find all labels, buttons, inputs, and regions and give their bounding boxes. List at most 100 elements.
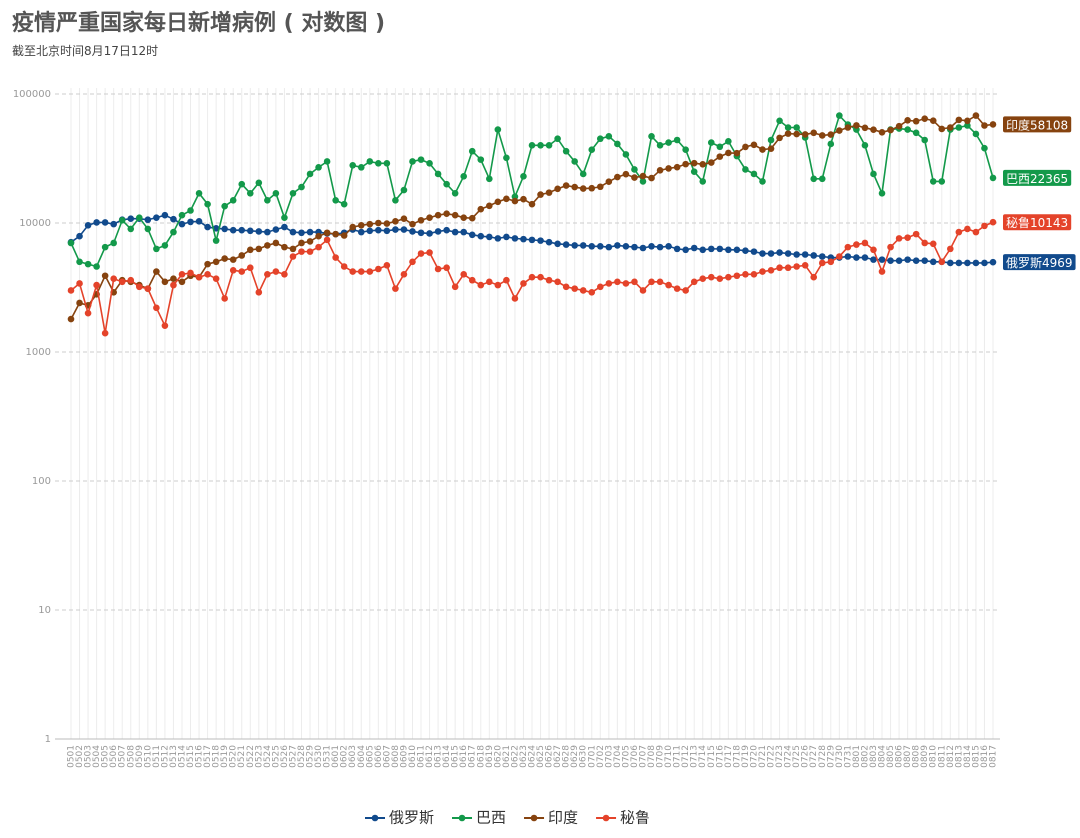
data-point	[298, 248, 305, 255]
data-point	[733, 272, 741, 280]
data-point	[742, 166, 749, 173]
data-point	[827, 131, 835, 138]
data-point	[323, 158, 331, 165]
data-point	[947, 245, 954, 253]
data-point	[912, 117, 920, 125]
data-point	[306, 228, 314, 236]
data-point	[981, 222, 988, 230]
data-point	[255, 179, 263, 187]
data-point	[246, 264, 254, 272]
data-point	[255, 245, 263, 253]
data-point	[742, 143, 749, 151]
x-tick-label: 0601	[331, 745, 341, 768]
data-point	[588, 289, 596, 296]
data-point	[229, 256, 237, 263]
data-point	[443, 210, 450, 218]
data-point	[912, 129, 920, 137]
data-point	[699, 178, 707, 185]
x-tick-label: 0714	[698, 745, 708, 768]
data-point	[528, 200, 536, 208]
data-point	[665, 165, 672, 172]
data-point	[947, 124, 954, 131]
data-point	[375, 219, 382, 227]
data-point	[178, 271, 186, 278]
data-point	[221, 202, 228, 210]
y-tick-label: 100	[32, 476, 51, 487]
data-point	[955, 259, 963, 267]
x-tick-label: 0602	[340, 745, 350, 768]
y-tick-label: 1000	[26, 347, 51, 358]
data-point	[631, 174, 638, 181]
data-point	[434, 211, 442, 219]
data-point	[895, 235, 903, 242]
data-point	[554, 240, 561, 248]
data-point	[989, 174, 997, 182]
x-tick-label: 0718	[732, 745, 742, 768]
x-tick-label: 0812	[946, 745, 956, 768]
data-point	[392, 218, 399, 225]
x-tick-label: 0721	[758, 745, 768, 768]
data-point	[793, 251, 800, 258]
data-point	[306, 170, 314, 178]
data-point	[110, 220, 117, 228]
data-point	[878, 189, 886, 197]
legend-label: 印度	[548, 809, 578, 827]
data-point	[451, 228, 459, 236]
data-point	[520, 280, 527, 287]
data-point	[153, 245, 160, 253]
data-point	[648, 242, 655, 250]
data-point	[596, 283, 604, 291]
data-point	[187, 218, 194, 226]
data-point	[246, 189, 254, 197]
data-point	[596, 183, 604, 191]
x-tick-label: 0516	[195, 745, 205, 768]
data-point	[264, 242, 271, 249]
data-point	[682, 160, 689, 168]
x-tick-label: 0704	[613, 745, 623, 768]
data-point	[400, 215, 408, 222]
x-tick-label: 0729	[826, 745, 836, 768]
x-tick-label: 0702	[596, 745, 606, 768]
data-point	[135, 283, 143, 291]
x-tick-label: 0621	[502, 745, 512, 768]
data-point	[264, 196, 271, 204]
data-point	[861, 124, 869, 132]
data-point	[562, 182, 570, 189]
data-point	[554, 278, 561, 286]
data-point	[929, 178, 937, 185]
end-label-box	[1003, 254, 1076, 271]
x-tick-label: 0624	[528, 745, 538, 768]
data-point	[579, 185, 587, 192]
data-point	[272, 268, 280, 275]
data-point	[229, 196, 237, 204]
data-point	[844, 243, 852, 251]
end-label: 巴西22365	[1003, 169, 1072, 186]
data-point	[622, 280, 630, 287]
data-point	[631, 278, 638, 286]
data-point	[605, 178, 613, 186]
data-point	[537, 273, 544, 281]
y-tick-label: 10000	[19, 218, 51, 229]
data-point	[656, 278, 664, 286]
data-point	[161, 278, 169, 286]
data-point	[853, 122, 860, 129]
data-point	[554, 185, 561, 193]
end-label-value: 4969	[1042, 256, 1073, 270]
data-point	[579, 170, 587, 178]
data-point	[981, 144, 988, 152]
data-point	[631, 243, 638, 251]
data-point	[528, 236, 536, 244]
data-point	[144, 225, 152, 233]
data-point	[964, 259, 971, 267]
data-point	[844, 124, 852, 131]
x-tick-label: 0524	[263, 745, 273, 768]
data-point	[460, 228, 468, 236]
end-label: 秘鲁10143	[1003, 214, 1072, 231]
data-point	[989, 218, 997, 226]
data-point	[759, 250, 766, 257]
data-point	[486, 202, 493, 210]
data-point	[784, 264, 792, 272]
data-point	[537, 142, 544, 149]
x-tick-label: 0814	[963, 745, 973, 768]
data-point	[562, 147, 570, 155]
